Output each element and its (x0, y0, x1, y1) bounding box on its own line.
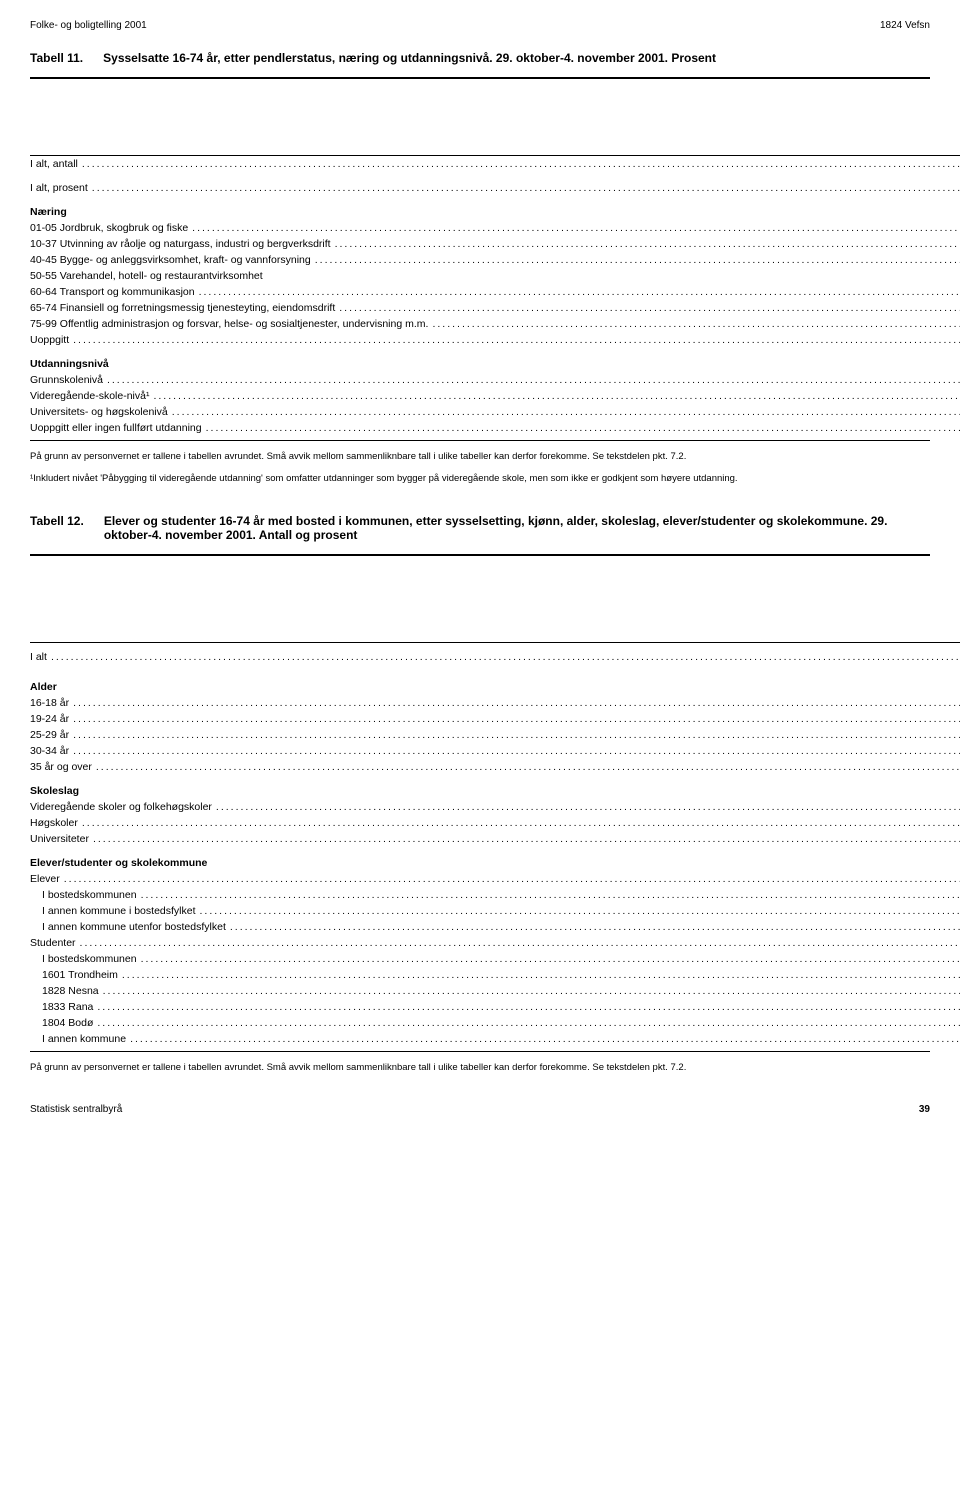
table-11: Med bosted i kommunen i alt Utpendlere M… (30, 83, 960, 436)
row-label: I bostedskommunen.......................… (30, 887, 960, 903)
table-11-block: Tabell 11. Sysselsatte 16-74 år, etter p… (30, 51, 930, 486)
section-heading: Utdanningsnivå (30, 348, 960, 372)
row-label: 25-29 år................................… (30, 727, 960, 743)
row-label: I annen kommune utenfor bostedsfylket...… (30, 919, 960, 935)
page-header: Folke- og boligtelling 2001 1824 Vefsn (30, 20, 930, 31)
row-label: 1828 Nesna..............................… (30, 983, 960, 999)
table-11-heading: Sysselsatte 16-74 år, etter pendlerstatu… (103, 51, 716, 65)
footer-left: Statistisk sentralbyrå (30, 1104, 122, 1115)
table-11-title: Tabell 11. Sysselsatte 16-74 år, etter p… (30, 51, 930, 65)
table-12-block: Tabell 12. Elever og studenter 16-74 år … (30, 514, 930, 1074)
row-label: Uoppgitt................................… (30, 332, 960, 348)
row-label: Universitets- og høgskolenivå...........… (30, 404, 960, 420)
row-label: 75-99 Offentlig administrasjon og forsva… (30, 316, 960, 332)
row-label: Høgskoler...............................… (30, 815, 960, 831)
table-12-label: Tabell 12. (30, 514, 84, 542)
table-12-footnote: På grunn av personvernet er tallene i ta… (30, 1062, 930, 1074)
row-label: 60-64 Transport og kommunikasjon........… (30, 284, 960, 300)
row-label: 10-37 Utvinning av råolje og naturgass, … (30, 236, 960, 252)
section-heading: Skoleslag (30, 775, 960, 799)
table-11-label: Tabell 11. (30, 51, 83, 65)
row-label: Videregående-skole-nivå¹................… (30, 388, 960, 404)
header-right: 1824 Vefsn (880, 20, 930, 31)
row-label: 01-05 Jordbruk, skogbruk og fiske.......… (30, 220, 960, 236)
table-11-footnote-2: ¹Inkludert nivået 'Påbygging til videreg… (30, 473, 930, 485)
row-label: 1601 Trondheim..........................… (30, 967, 960, 983)
row-label: I alt, prosent..........................… (30, 180, 960, 196)
row-label: 16-18 år................................… (30, 695, 960, 711)
row-label: I annen kommune i bostedsfylket.........… (30, 903, 960, 919)
row-label: 1804 Bodø...............................… (30, 1015, 960, 1031)
section-heading: Næring (30, 196, 960, 220)
row-label: Studenter...............................… (30, 935, 960, 951)
row-label: 30-34 år................................… (30, 743, 960, 759)
row-label: I annen kommune.........................… (30, 1031, 960, 1047)
footer-right: 39 (919, 1104, 930, 1115)
row-label: 50-55 Varehandel, hotell- og restaurantv… (30, 268, 960, 284)
row-label: Grunnskolenivå..........................… (30, 372, 960, 388)
row-label: Videregående skoler og folkehøgskoler...… (30, 799, 960, 815)
row-label: Uoppgitt eller ingen fullført utdanning.… (30, 420, 960, 436)
header-left: Folke- og boligtelling 2001 (30, 20, 147, 31)
row-label: Universiteter...........................… (30, 831, 960, 847)
row-label: 19-24 år................................… (30, 711, 960, 727)
row-label: 40-45 Bygge- og anleggsvirksomhet, kraft… (30, 252, 960, 268)
row-label: I alt...................................… (30, 643, 960, 671)
page-footer: Statistisk sentralbyrå 39 (30, 1104, 930, 1115)
table-12: I alt Sysselsatte I alt Menn Kvinner Ant… (30, 560, 960, 1047)
table-12-title: Tabell 12. Elever og studenter 16-74 år … (30, 514, 930, 542)
table-12-heading: Elever og studenter 16-74 år med bosted … (104, 514, 930, 542)
row-label: I bostedskommunen.......................… (30, 951, 960, 967)
section-heading: Elever/studenter og skolekommune (30, 847, 960, 871)
row-label: Elever..................................… (30, 871, 960, 887)
row-label: 65-74 Finansiell og forretningsmessig tj… (30, 300, 960, 316)
row-label: I alt, antall...........................… (30, 156, 960, 172)
section-heading: Alder (30, 671, 960, 695)
row-label: 1833 Rana...............................… (30, 999, 960, 1015)
row-label: 35 år og over...........................… (30, 759, 960, 775)
table-11-footnote-1: På grunn av personvernet er tallene i ta… (30, 451, 930, 463)
